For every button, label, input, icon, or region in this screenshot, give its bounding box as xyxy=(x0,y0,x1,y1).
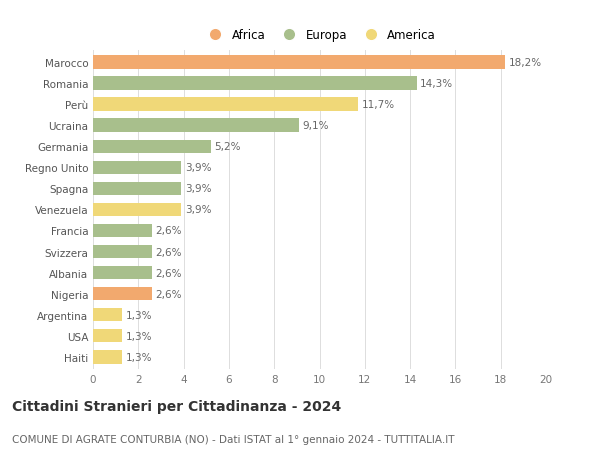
Bar xyxy=(93,308,122,322)
Text: 1,3%: 1,3% xyxy=(126,331,152,341)
Legend: Africa, Europa, America: Africa, Europa, America xyxy=(199,24,440,47)
Text: 9,1%: 9,1% xyxy=(302,121,329,131)
Text: 3,9%: 3,9% xyxy=(185,184,211,194)
Text: 3,9%: 3,9% xyxy=(185,205,211,215)
Text: 1,3%: 1,3% xyxy=(126,310,152,320)
Bar xyxy=(93,140,211,154)
Text: 2,6%: 2,6% xyxy=(155,289,182,299)
Text: 3,9%: 3,9% xyxy=(185,163,211,173)
Bar xyxy=(93,203,181,217)
Bar xyxy=(93,98,358,112)
Text: 2,6%: 2,6% xyxy=(155,247,182,257)
Text: 18,2%: 18,2% xyxy=(509,58,542,68)
Bar xyxy=(93,224,152,238)
Bar xyxy=(93,119,299,133)
Bar xyxy=(93,161,181,175)
Bar xyxy=(93,266,152,280)
Text: 2,6%: 2,6% xyxy=(155,268,182,278)
Bar xyxy=(93,287,152,301)
Bar xyxy=(93,182,181,196)
Text: 5,2%: 5,2% xyxy=(214,142,241,152)
Text: Cittadini Stranieri per Cittadinanza - 2024: Cittadini Stranieri per Cittadinanza - 2… xyxy=(12,399,341,413)
Text: 11,7%: 11,7% xyxy=(361,100,395,110)
Text: COMUNE DI AGRATE CONTURBIA (NO) - Dati ISTAT al 1° gennaio 2024 - TUTTITALIA.IT: COMUNE DI AGRATE CONTURBIA (NO) - Dati I… xyxy=(12,434,455,444)
Bar xyxy=(93,329,122,343)
Bar xyxy=(93,350,122,364)
Text: 2,6%: 2,6% xyxy=(155,226,182,236)
Text: 1,3%: 1,3% xyxy=(126,352,152,362)
Bar xyxy=(93,77,417,91)
Text: 14,3%: 14,3% xyxy=(420,79,454,89)
Bar xyxy=(93,56,505,70)
Bar xyxy=(93,245,152,259)
